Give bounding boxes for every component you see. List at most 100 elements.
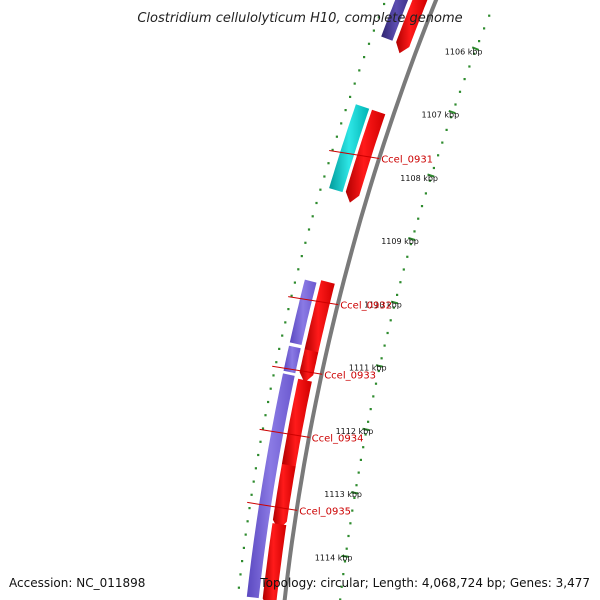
tick-label: 1106 kbp — [445, 47, 483, 56]
gene-leader-line — [247, 501, 298, 511]
tick-dot — [244, 533, 247, 536]
tick-label: 1114 kbp — [315, 553, 353, 562]
tick-dot — [246, 520, 249, 523]
tick-dot — [315, 201, 318, 205]
tick-dot — [473, 52, 476, 55]
tick-dot — [383, 2, 386, 6]
tick-dot — [377, 16, 380, 19]
tick-label: 1112 kbp — [336, 427, 374, 436]
tick-dot — [248, 507, 251, 510]
gene-feature — [381, 0, 409, 41]
cds-feature — [299, 349, 319, 383]
gene-feature — [289, 279, 317, 345]
tick-dot — [409, 243, 412, 246]
gene-label-layer: Ccel_0931 Ccel_0932 Ccel_0933 Ccel_0934 Ccel… — [247, 150, 433, 517]
tick-dot — [437, 154, 440, 157]
tick-dot — [335, 135, 338, 138]
cds-feature — [281, 378, 312, 475]
tick-dot — [359, 458, 362, 461]
cds-feature — [304, 280, 335, 360]
cds-feature — [262, 523, 287, 600]
tick-dot — [237, 586, 240, 589]
tick-dot — [272, 374, 275, 377]
gene-feature — [283, 345, 301, 374]
tick-dot — [445, 128, 448, 131]
tick-dot — [358, 69, 361, 72]
tick-dot — [406, 255, 409, 258]
tick-dot — [343, 560, 347, 563]
tick-dot — [323, 175, 326, 178]
major-tick-mark — [408, 237, 416, 241]
tick-dot — [432, 166, 435, 170]
major-tick-mark — [471, 46, 480, 51]
gene-leader-line — [272, 365, 323, 375]
tick-dot — [374, 382, 378, 385]
tick-dot — [252, 480, 255, 483]
tick-dot — [300, 255, 303, 258]
tick-dot — [269, 387, 272, 390]
tick-dot — [349, 95, 352, 98]
tick-label: 1109 kbp — [381, 237, 419, 246]
tick-dot — [399, 281, 402, 284]
tick-dot — [241, 560, 244, 563]
rna-feature — [329, 104, 370, 193]
gene-label: Ccel_0934 — [312, 433, 364, 444]
tick-dot — [357, 471, 360, 474]
map-title: Clostridium cellulolyticum H10, complete… — [137, 11, 462, 26]
tick-dot — [290, 294, 293, 297]
tick-dot — [420, 205, 424, 208]
tick-dot — [344, 109, 347, 112]
tick-dot — [327, 162, 330, 165]
tick-dot — [413, 230, 416, 233]
tick-dot — [355, 484, 358, 487]
tick-dot — [239, 573, 242, 576]
tick-dot — [364, 433, 367, 436]
tick-dot — [281, 334, 284, 337]
tick-dot — [396, 293, 399, 296]
tick-dot — [345, 547, 348, 550]
tick-dot — [284, 321, 287, 324]
tick-dot — [458, 90, 462, 93]
tick-dot — [257, 453, 260, 457]
tick-dot — [340, 122, 343, 125]
gene-feature — [246, 373, 295, 599]
major-tick-mark — [350, 491, 359, 495]
genome-backbone — [282, 0, 439, 600]
tick-dot — [331, 148, 334, 151]
tick-dot — [319, 188, 322, 191]
tick-dot — [454, 103, 457, 106]
gene-leader-line — [329, 150, 380, 159]
gene-label: Ccel_0933 — [324, 370, 376, 381]
gene-leader-line — [259, 428, 310, 438]
tick-dot — [367, 420, 370, 423]
major-tick-mark — [375, 364, 383, 368]
tick-dot — [242, 546, 245, 549]
tick-dot — [372, 29, 375, 32]
tick-dot — [377, 369, 380, 373]
tick-dot — [386, 331, 389, 335]
tick-dot — [339, 598, 342, 600]
tick-dot — [351, 509, 354, 512]
genome-summary-text: Topology: circular; Length: 4,068,724 bp… — [259, 576, 590, 590]
tick-dot — [347, 534, 350, 538]
tick-dot — [369, 408, 372, 411]
major-tick-mark — [341, 554, 349, 558]
tick-dot — [275, 361, 278, 364]
tick-dot — [349, 522, 352, 525]
tick-dot — [307, 228, 311, 231]
tick-label: 1111 kbp — [349, 364, 387, 373]
major-tick-mark — [448, 109, 456, 115]
tick-dot — [392, 306, 395, 309]
tick-dot — [478, 40, 481, 43]
tick-label: 1110 kbp — [364, 300, 402, 309]
major-tick-mark — [390, 300, 399, 305]
backbone-layer — [282, 0, 439, 600]
tick-dot — [250, 493, 253, 496]
tick-dot — [483, 27, 486, 30]
cds-feature — [396, 0, 428, 54]
tick-dot — [254, 467, 257, 470]
tick-dot — [417, 217, 420, 220]
tick-dot — [380, 357, 383, 360]
